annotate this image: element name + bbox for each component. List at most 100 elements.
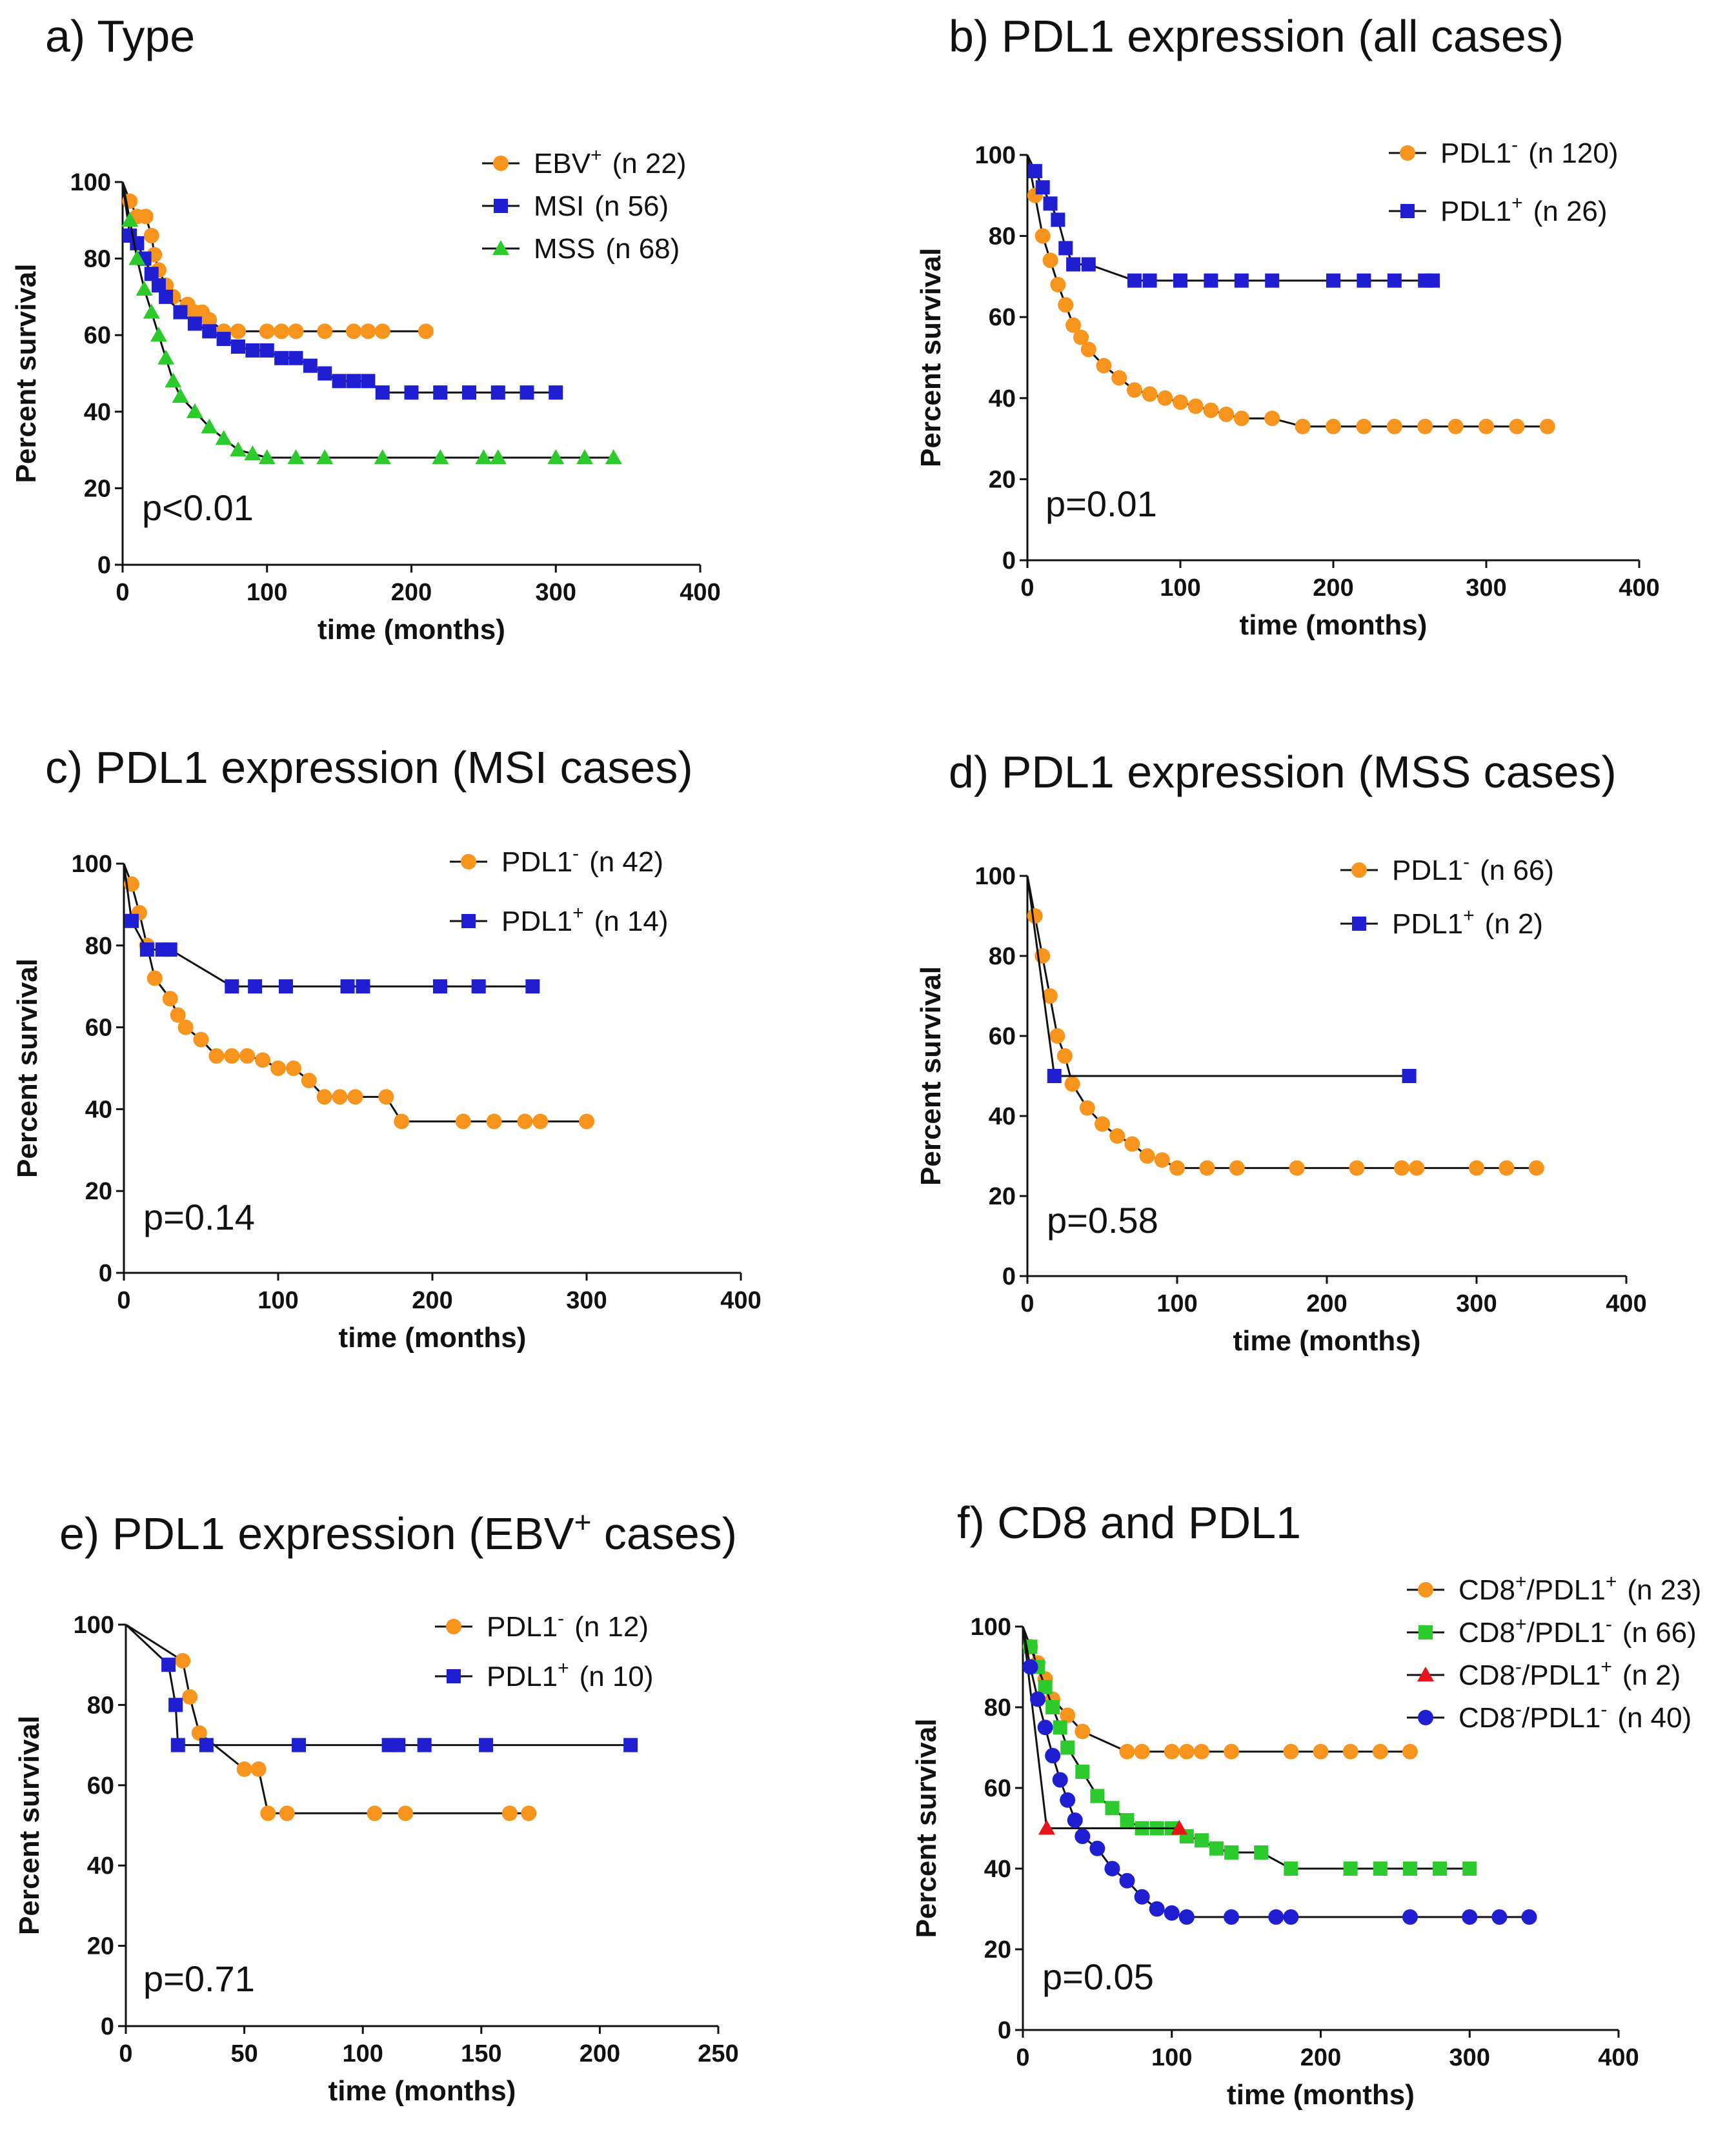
legend-marker bbox=[1418, 1582, 1433, 1598]
panel-title: a) Type bbox=[45, 11, 195, 61]
data-point bbox=[274, 323, 290, 340]
data-point bbox=[316, 449, 334, 464]
data-point bbox=[361, 374, 376, 389]
data-point bbox=[475, 449, 492, 464]
data-point bbox=[1521, 1909, 1537, 1925]
data-point bbox=[1173, 394, 1188, 411]
data-point bbox=[1065, 317, 1082, 333]
data-point bbox=[1479, 418, 1494, 434]
data-point bbox=[1134, 1889, 1150, 1905]
legend-marker bbox=[461, 914, 476, 928]
data-point bbox=[356, 979, 370, 994]
legend-count: (n 120) bbox=[1528, 137, 1618, 169]
data-point bbox=[1042, 988, 1058, 1004]
data-point bbox=[1139, 1148, 1155, 1164]
data-point bbox=[136, 281, 153, 296]
x-tick-label: 300 bbox=[1456, 1290, 1497, 1317]
data-point bbox=[239, 1048, 256, 1064]
data-point bbox=[1342, 1743, 1358, 1760]
data-point bbox=[259, 343, 274, 358]
legend-entry: MSS (n 68) bbox=[482, 233, 680, 265]
y-tick-label: 100 bbox=[72, 851, 112, 878]
data-point bbox=[139, 942, 154, 957]
data-point bbox=[486, 1113, 502, 1130]
x-tick-label: 200 bbox=[580, 2040, 620, 2067]
panel-4: e) PDL1 expression (EBV+ cases)020406080… bbox=[14, 1505, 739, 2107]
data-point bbox=[157, 349, 175, 365]
legend-marker bbox=[1351, 862, 1367, 878]
panel-title-text: c) PDL1 expression (MSI cases) bbox=[45, 742, 693, 793]
legend-name2: /PDL1 bbox=[1527, 1617, 1606, 1649]
data-point bbox=[1057, 1048, 1073, 1064]
y-tick-label: 100 bbox=[74, 1612, 114, 1639]
data-point bbox=[1164, 1905, 1180, 1921]
data-point bbox=[130, 236, 145, 250]
x-tick-label: 200 bbox=[1306, 1290, 1347, 1317]
data-point bbox=[1326, 273, 1340, 288]
y-tick-label: 100 bbox=[971, 1614, 1011, 1641]
y-axis-label: Percent survival bbox=[12, 959, 43, 1178]
data-point bbox=[432, 979, 447, 994]
legend-count: (n 40) bbox=[1617, 1702, 1691, 1734]
panel-title-text: e) PDL1 expression (EBV bbox=[59, 1508, 574, 1559]
data-point bbox=[279, 1805, 295, 1821]
survival-line bbox=[1022, 1626, 1529, 1918]
legend-name: PDL1 bbox=[501, 846, 572, 878]
survival-line bbox=[1026, 875, 1409, 1077]
data-point bbox=[1045, 1748, 1061, 1763]
x-tick-label: 0 bbox=[1020, 1290, 1034, 1317]
data-point bbox=[1043, 196, 1058, 211]
data-point bbox=[288, 350, 303, 365]
legend-name: CD8 bbox=[1458, 1617, 1515, 1649]
data-point bbox=[1469, 1160, 1484, 1176]
data-point bbox=[462, 385, 476, 400]
data-point bbox=[1402, 1862, 1417, 1876]
legend-name: PDL1 bbox=[501, 906, 572, 937]
data-point bbox=[161, 1658, 176, 1672]
data-point bbox=[1164, 1743, 1180, 1760]
legend-name2: /PDL1 bbox=[1522, 1702, 1600, 1734]
legend-sup: - bbox=[1515, 1699, 1522, 1720]
data-point bbox=[1120, 1813, 1135, 1827]
y-tick-label: 80 bbox=[989, 223, 1016, 250]
y-tick-label: 80 bbox=[984, 1694, 1011, 1721]
data-point bbox=[1038, 1820, 1055, 1835]
data-point bbox=[1042, 252, 1058, 269]
data-point bbox=[317, 323, 333, 340]
x-tick-label: 200 bbox=[1300, 2044, 1341, 2071]
data-point bbox=[287, 449, 305, 464]
y-tick-label: 20 bbox=[989, 466, 1016, 493]
p-value: p=0.01 bbox=[1045, 483, 1157, 524]
data-point bbox=[1402, 1069, 1417, 1083]
y-tick-label: 20 bbox=[984, 1936, 1011, 1963]
data-point bbox=[340, 979, 355, 994]
data-point bbox=[1218, 406, 1235, 422]
legend-name: EBV bbox=[534, 148, 591, 179]
data-point bbox=[208, 1048, 225, 1064]
legend-sup2: - bbox=[1600, 1699, 1607, 1720]
data-point bbox=[1373, 1862, 1388, 1876]
x-axis-label: time (months) bbox=[1240, 609, 1428, 641]
data-point bbox=[1402, 1743, 1418, 1760]
y-tick-label: 20 bbox=[85, 1178, 112, 1205]
legend-entry: PDL1+ (n 26) bbox=[1389, 192, 1608, 227]
legend-name: MSS bbox=[534, 233, 595, 265]
y-tick-label: 20 bbox=[84, 475, 111, 502]
data-point bbox=[1111, 370, 1127, 386]
legend-name: PDL1 bbox=[1392, 908, 1463, 940]
data-point bbox=[433, 385, 448, 400]
data-point bbox=[1119, 1743, 1135, 1760]
data-point bbox=[191, 1725, 207, 1741]
data-point bbox=[1313, 1743, 1329, 1760]
x-tick-label: 250 bbox=[698, 2040, 738, 2067]
data-point bbox=[623, 1738, 638, 1752]
panel-title-text: f) CD8 and PDL1 bbox=[957, 1497, 1301, 1548]
x-tick-label: 0 bbox=[116, 579, 129, 606]
y-tick-label: 40 bbox=[989, 1103, 1016, 1130]
series-1 bbox=[125, 1623, 638, 1752]
x-tick-label: 200 bbox=[391, 579, 432, 606]
data-point bbox=[250, 1761, 267, 1777]
legend-count: (n 23) bbox=[1627, 1574, 1701, 1606]
x-tick-label: 0 bbox=[117, 1287, 130, 1314]
y-axis-label: Percent survival bbox=[10, 264, 42, 483]
